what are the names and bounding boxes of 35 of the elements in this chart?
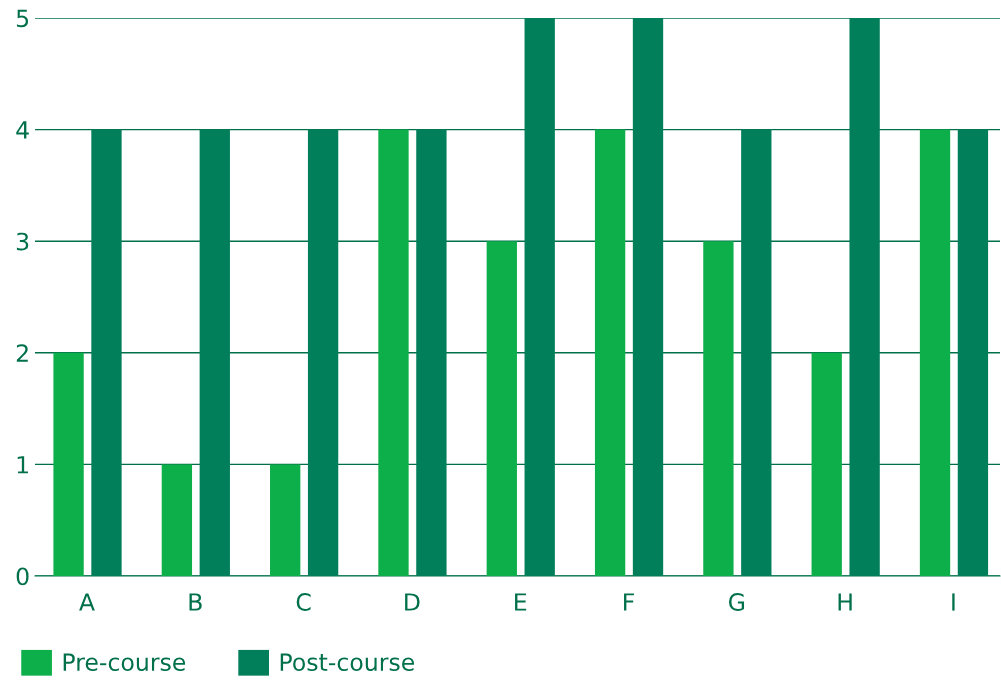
bar [307,129,339,576]
y-tick-label: 5 [16,9,29,28]
y-tick-label: 1 [17,456,28,474]
bar [199,129,230,576]
bar [416,129,447,576]
bar [741,129,772,576]
y-tick-label: 2 [16,344,28,362]
x-tick-label: F [624,593,634,611]
x-tick-label: D [405,593,420,611]
x-tick-label: A [79,593,95,611]
x-tick-label: E [515,593,527,611]
x-tick-label: C [296,593,311,611]
y-tick-label: 4 [16,121,29,139]
x-tick-label: H [838,593,852,611]
bar [703,241,734,576]
bar [91,129,122,576]
x-tick-label: I [952,593,955,611]
bar [524,18,555,576]
legend-label: Pre-course [63,653,186,672]
x-tick-label: B [189,593,202,611]
bar [594,129,626,576]
bar [378,129,409,576]
y-tick-label: 3 [16,232,29,251]
bar [811,352,842,576]
x-tick-label: G [729,593,745,611]
bar [161,464,193,576]
bar [919,129,951,576]
bar [53,352,84,576]
legend-label: Post-course [280,653,415,672]
bar [957,129,989,576]
bar [270,464,301,576]
bar [486,241,517,576]
bar [632,18,664,576]
y-tick-label: 0 [16,567,29,586]
bar [849,18,880,576]
